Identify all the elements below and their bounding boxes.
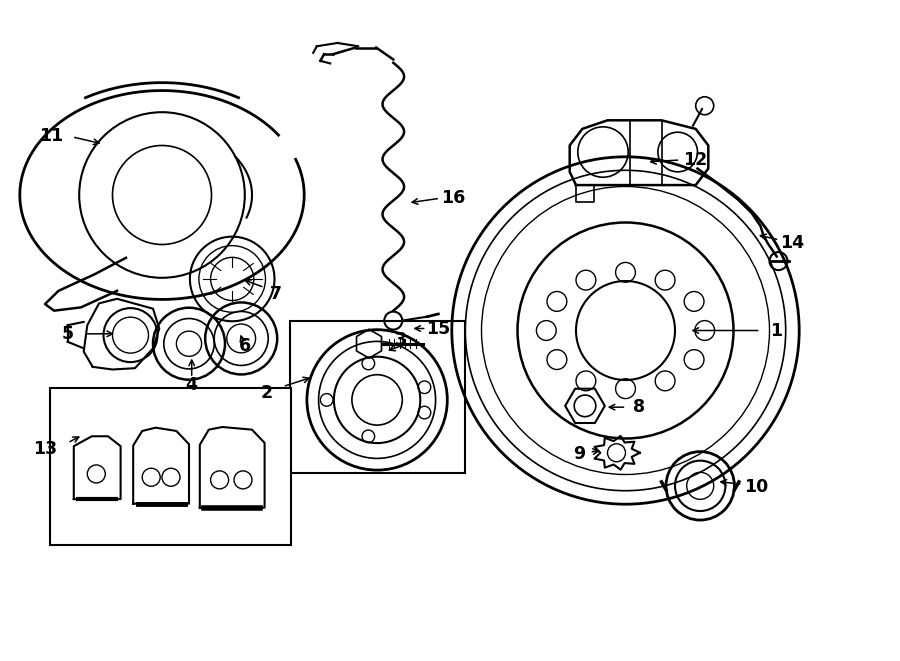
Text: 8: 8 <box>633 398 645 416</box>
Text: 13: 13 <box>33 440 57 459</box>
Text: 6: 6 <box>238 337 251 356</box>
Text: 4: 4 <box>185 375 198 394</box>
Text: 11: 11 <box>40 126 63 145</box>
Text: 16: 16 <box>441 189 464 208</box>
Text: 14: 14 <box>780 234 804 253</box>
Text: 3: 3 <box>394 331 407 350</box>
Text: 1: 1 <box>770 321 782 340</box>
Text: 9: 9 <box>572 445 585 463</box>
Text: 5: 5 <box>61 325 74 343</box>
Bar <box>50 388 291 545</box>
Text: 7: 7 <box>270 285 283 303</box>
Text: 2: 2 <box>260 384 273 403</box>
Text: 15: 15 <box>427 319 450 338</box>
Text: 12: 12 <box>683 151 706 169</box>
Text: 10: 10 <box>744 478 768 496</box>
Bar <box>290 321 465 473</box>
